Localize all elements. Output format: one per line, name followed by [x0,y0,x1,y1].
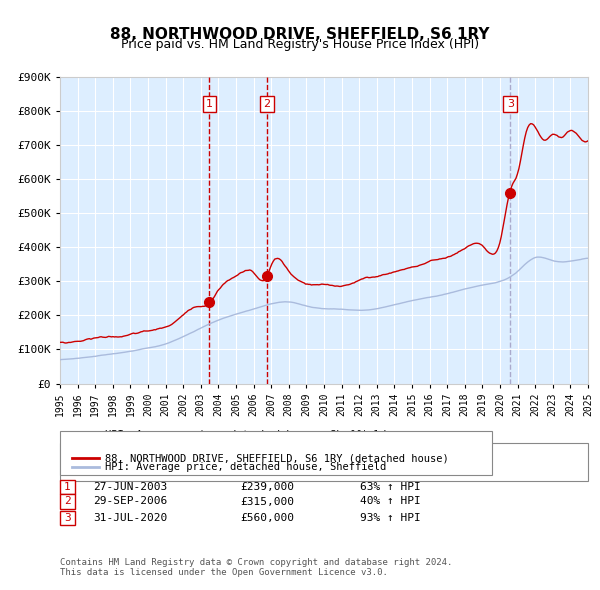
Text: 88, NORTHWOOD DRIVE, SHEFFIELD, S6 1RY (detached house): 88, NORTHWOOD DRIVE, SHEFFIELD, S6 1RY (… [105,454,449,463]
Bar [209,77,267,384]
Text: 88, NORTHWOOD DRIVE, SHEFFIELD, S6 1RY (detached house): 88, NORTHWOOD DRIVE, SHEFFIELD, S6 1RY (… [105,444,449,453]
Text: 29-SEP-2006: 29-SEP-2006 [93,497,167,506]
Text: 1: 1 [64,482,71,491]
Text: 1: 1 [206,99,213,109]
Text: Contains HM Land Registry data © Crown copyright and database right 2024.
This d: Contains HM Land Registry data © Crown c… [60,558,452,577]
Text: 31-JUL-2020: 31-JUL-2020 [93,513,167,523]
Bar [510,77,588,384]
Text: 63% ↑ HPI: 63% ↑ HPI [360,482,421,491]
Text: 2: 2 [64,497,71,506]
Text: HPI: Average price, detached house, Sheffield: HPI: Average price, detached house, Shef… [105,430,386,440]
Text: Price paid vs. HM Land Registry's House Price Index (HPI): Price paid vs. HM Land Registry's House … [121,38,479,51]
Text: 40% ↑ HPI: 40% ↑ HPI [360,497,421,506]
Text: 3: 3 [64,513,71,523]
Text: 93% ↑ HPI: 93% ↑ HPI [360,513,421,523]
Text: 88, NORTHWOOD DRIVE, SHEFFIELD, S6 1RY: 88, NORTHWOOD DRIVE, SHEFFIELD, S6 1RY [110,27,490,41]
Text: 3: 3 [507,99,514,109]
Text: £560,000: £560,000 [240,513,294,523]
Text: £239,000: £239,000 [240,482,294,491]
Text: HPI: Average price, detached house, Sheffield: HPI: Average price, detached house, Shef… [105,463,386,472]
Text: £315,000: £315,000 [240,497,294,506]
Text: 2: 2 [263,99,271,109]
Text: 27-JUN-2003: 27-JUN-2003 [93,482,167,491]
